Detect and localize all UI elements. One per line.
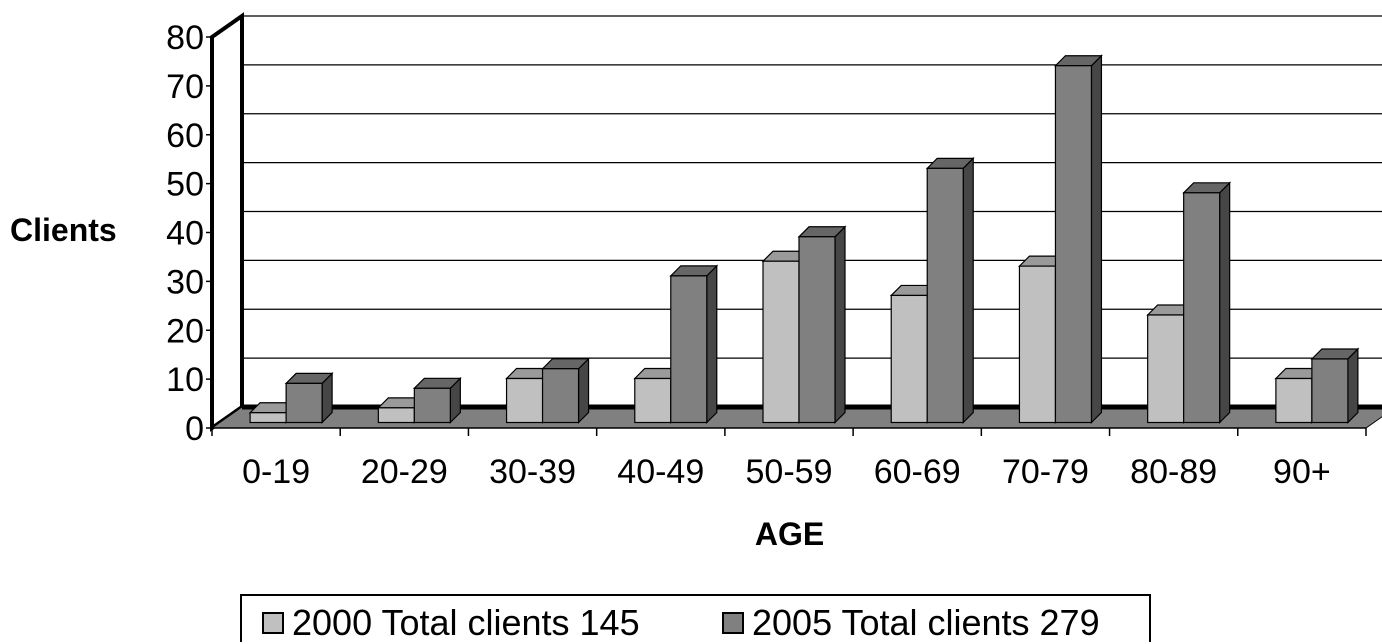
x-tick-label: 40-49: [617, 453, 704, 491]
bar: [1182, 181, 1232, 424]
x-tick-label: 90+: [1273, 453, 1331, 491]
left-wall: [210, 12, 244, 432]
bar: [284, 371, 334, 424]
bar-front: [285, 382, 323, 424]
bar-front: [670, 275, 708, 424]
bar: [797, 225, 847, 424]
legend-label-2000: 2000 Total clients 145: [292, 602, 640, 643]
x-tick-label: 30-39: [489, 453, 576, 491]
bar-front: [890, 294, 928, 424]
bar: [412, 376, 462, 424]
bar-side: [962, 156, 974, 424]
bar: [925, 156, 975, 424]
legend-swatch-2000: [262, 612, 284, 634]
y-tick-label: 40: [166, 215, 204, 253]
bar-front: [1054, 65, 1093, 424]
bar-front: [762, 260, 800, 424]
y-tick-label: 70: [166, 68, 204, 106]
bar-front: [505, 377, 544, 424]
bar-side: [1090, 54, 1103, 424]
bar-front: [1018, 265, 1057, 424]
bar-side: [1219, 181, 1231, 424]
x-tick-label: 60-69: [874, 453, 961, 491]
x-axis-title: AGE: [754, 516, 825, 552]
bar: [541, 357, 591, 424]
bar-front: [1147, 314, 1185, 424]
y-tick-label: 30: [166, 263, 204, 301]
x-tick-label: 70-79: [1002, 453, 1089, 491]
bar-front: [249, 412, 287, 424]
y-tick-label: 60: [166, 117, 204, 155]
bar-side: [706, 264, 718, 424]
x-axis-ticks: 0-19 20-29 30-39 40-49 50-59 60-69 70-79 80-89 9…: [211, 427, 1367, 491]
bar: [669, 264, 719, 424]
x-tick-label: 50-59: [746, 453, 833, 491]
x-tick-label: 20-29: [361, 453, 448, 491]
y-axis-title: Clients: [10, 212, 117, 248]
y-tick-label: 0: [185, 410, 204, 448]
legend-item-2000: 2000 Total clients 145: [262, 602, 640, 644]
bar-side: [834, 225, 846, 424]
bar-front: [1275, 377, 1313, 424]
bar-front: [798, 236, 836, 424]
legend-item-2005: 2005 Total clients 279: [722, 602, 1100, 644]
bar-front: [1311, 358, 1349, 424]
bar-front: [926, 167, 964, 424]
bar-side: [1347, 347, 1359, 424]
bar-front: [1183, 192, 1221, 424]
bar-front: [634, 377, 672, 424]
y-axis-ticks: 0 10 20 30 40 50 60 70 80: [166, 19, 213, 448]
y-tick-label: 50: [166, 166, 204, 204]
legend: 2000 Total clients 145 2005 Total client…: [240, 594, 1151, 644]
bar: [1053, 54, 1103, 424]
x-tick-label: 80-89: [1130, 453, 1217, 491]
bars: [248, 54, 1360, 424]
y-tick-label: 80: [166, 19, 204, 57]
legend-label-2005: 2005 Total clients 279: [752, 602, 1100, 643]
y-tick-label: 10: [166, 361, 204, 399]
bar: [1310, 347, 1360, 424]
bar-front: [377, 407, 415, 424]
x-tick-label: 0-19: [242, 453, 310, 491]
bar-front: [541, 368, 580, 424]
y-tick-label: 20: [166, 312, 204, 350]
legend-swatch-2005: [722, 612, 744, 634]
bar-side: [577, 357, 590, 424]
bar-front: [413, 387, 451, 424]
